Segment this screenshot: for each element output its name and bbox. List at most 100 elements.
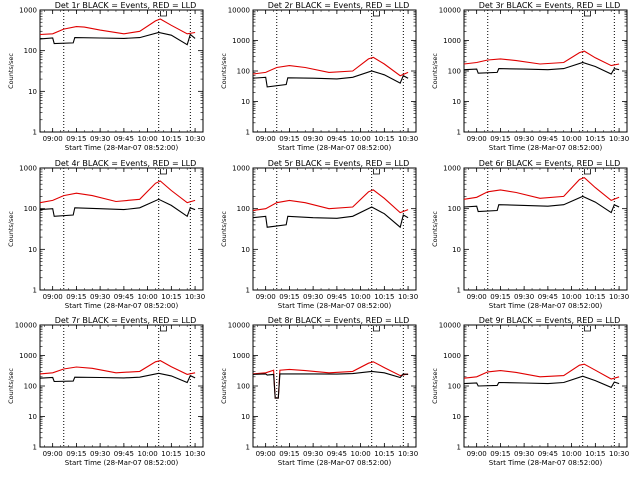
y-tick-label: 10000 <box>228 322 250 330</box>
y-tick-label: 10 <box>28 246 37 254</box>
top-bracket-icon <box>373 326 380 332</box>
x-tick-label: 10:15 <box>374 135 394 143</box>
x-axis-label: Start Time (28-Mar-07 08:52:00) <box>278 302 392 310</box>
x-tick-label: 09:45 <box>114 293 134 301</box>
x-tick-label: 09:30 <box>303 450 323 458</box>
x-tick-label: 09:00 <box>467 450 487 458</box>
x-tick-label: 09:45 <box>327 293 347 301</box>
y-tick-label: 10 <box>28 88 37 96</box>
series-line <box>252 70 409 88</box>
x-tick-label: 09:45 <box>538 450 558 458</box>
top-bracket-icon <box>160 326 167 332</box>
y-tick-label: 1000 <box>443 352 461 360</box>
x-tick-label: 10:30 <box>185 135 205 143</box>
y-tick-label: 100 <box>24 205 37 213</box>
series-line <box>39 31 196 46</box>
x-tick-label: 10:00 <box>562 135 582 143</box>
top-bracket-icon <box>584 169 591 175</box>
x-tick-label: 09:15 <box>279 450 299 458</box>
x-tick-label: 09:30 <box>90 293 110 301</box>
series-line <box>463 61 620 75</box>
x-tick-label: 10:15 <box>161 135 181 143</box>
series-line <box>39 18 196 36</box>
chart-title: Det 9r BLACK = Events, RED = LLD <box>479 316 621 325</box>
y-tick-label: 10 <box>241 413 250 421</box>
x-tick-label: 10:00 <box>138 135 158 143</box>
plot-frame <box>463 167 628 291</box>
x-axis-label: Start Time (28-Mar-07 08:52:00) <box>278 144 392 152</box>
x-tick-label: 10:00 <box>138 450 158 458</box>
chart-panel-7: Det 7r BLACK = Events, RED = LLD 1 10 100 10… <box>7 316 205 467</box>
y-tick-label: 1000 <box>19 7 37 15</box>
series-line <box>463 363 620 380</box>
series-line <box>463 195 620 214</box>
x-tick-label: 09:30 <box>90 135 110 143</box>
y-axis-label: Counts/sec <box>431 53 439 89</box>
x-tick-label: 09:30 <box>514 450 534 458</box>
chart-title: Det 3r BLACK = Events, RED = LLD <box>479 1 621 10</box>
x-tick-label: 10:30 <box>185 293 205 301</box>
chart-title: Det 1r BLACK = Events, RED = LLD <box>55 1 197 10</box>
y-tick-label: 10 <box>241 246 250 254</box>
chart-panel-8: Det 8r BLACK = Events, RED = LLD 1 10 100 10… <box>220 316 418 467</box>
x-tick-label: 09:15 <box>66 293 86 301</box>
x-tick-label: 10:30 <box>609 450 629 458</box>
x-tick-label: 09:00 <box>467 293 487 301</box>
x-tick-label: 10:30 <box>609 293 629 301</box>
x-tick-label: 09:30 <box>514 293 534 301</box>
chart-panel-2: Det 2r BLACK = Events, RED = LLD 1 10 100 10… <box>220 1 418 152</box>
y-tick-label: 1000 <box>232 37 250 45</box>
y-tick-label: 10 <box>452 246 461 254</box>
x-tick-label: 09:30 <box>303 135 323 143</box>
chart-panel-3: Det 3r BLACK = Events, RED = LLD 1 10 100 10… <box>431 1 629 152</box>
series-line <box>252 189 409 214</box>
x-axis-label: Start Time (28-Mar-07 08:52:00) <box>65 459 179 467</box>
x-tick-label: 10:15 <box>585 293 605 301</box>
x-tick-label: 09:15 <box>490 135 510 143</box>
x-tick-label: 10:00 <box>351 450 371 458</box>
plot-frame <box>39 324 204 448</box>
chart-title: Det 4r BLACK = Events, RED = LLD <box>55 159 197 168</box>
series-line <box>463 50 620 67</box>
y-tick-label: 100 <box>24 47 37 55</box>
x-axis-label: Start Time (28-Mar-07 08:52:00) <box>489 144 603 152</box>
x-tick-label: 09:45 <box>327 135 347 143</box>
y-tick-label: 100 <box>237 205 250 213</box>
top-bracket-icon <box>584 11 591 17</box>
y-tick-label: 1 <box>457 129 461 137</box>
x-tick-label: 09:15 <box>66 450 86 458</box>
x-tick-label: 09:15 <box>66 135 86 143</box>
y-tick-label: 1000 <box>443 37 461 45</box>
chart-panel-6: Det 6r BLACK = Events, RED = LLD 1 10 100 10… <box>431 159 629 310</box>
plot-frame <box>252 324 417 448</box>
y-tick-label: 100 <box>448 68 461 76</box>
chart-title: Det 2r BLACK = Events, RED = LLD <box>268 1 410 10</box>
top-bracket-icon <box>373 11 380 17</box>
chart-panel-4: Det 4r BLACK = Events, RED = LLD 1 10 100 10… <box>7 159 205 310</box>
x-tick-label: 09:45 <box>114 135 134 143</box>
y-axis-label: Counts/sec <box>220 53 228 89</box>
chart-title: Det 7r BLACK = Events, RED = LLD <box>55 316 197 325</box>
y-tick-label: 1 <box>457 287 461 295</box>
chart-panel-9: Det 9r BLACK = Events, RED = LLD 1 10 100 10… <box>431 316 629 467</box>
x-tick-label: 09:00 <box>43 450 63 458</box>
x-tick-label: 09:45 <box>538 135 558 143</box>
y-tick-label: 10000 <box>228 7 250 15</box>
y-axis-label: Counts/sec <box>220 368 228 404</box>
x-tick-label: 09:15 <box>490 293 510 301</box>
x-tick-label: 10:00 <box>351 293 371 301</box>
y-tick-label: 10 <box>241 98 250 106</box>
series-line <box>39 372 196 384</box>
y-tick-label: 1 <box>33 129 37 137</box>
x-axis-label: Start Time (28-Mar-07 08:52:00) <box>489 459 603 467</box>
x-tick-label: 10:00 <box>138 293 158 301</box>
top-bracket-icon <box>160 11 167 17</box>
y-tick-label: 1 <box>246 129 250 137</box>
series-line <box>39 198 196 218</box>
x-tick-label: 09:15 <box>279 135 299 143</box>
y-tick-label: 10 <box>452 413 461 421</box>
x-tick-label: 10:15 <box>585 135 605 143</box>
series-line <box>463 375 620 389</box>
top-bracket-icon <box>160 169 167 175</box>
